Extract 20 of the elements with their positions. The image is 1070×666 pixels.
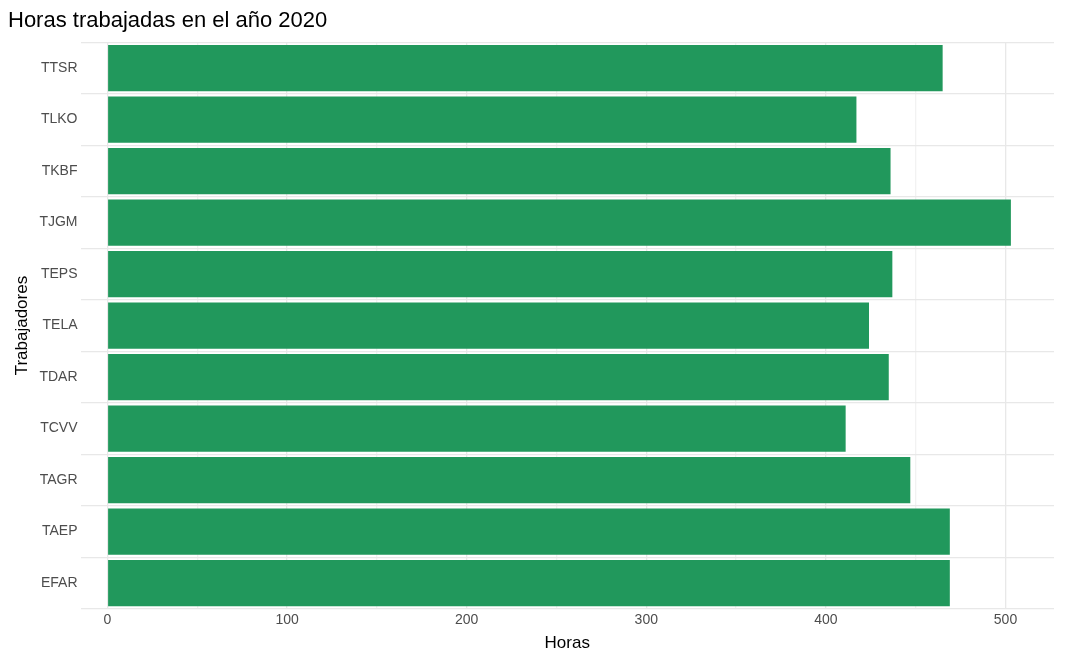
y-tick-label: TTSR	[40, 59, 78, 75]
x-tick-label: 500	[993, 611, 1018, 628]
y-tick-label: TJGM	[39, 213, 78, 230]
y-tick-label: TKBF	[41, 161, 78, 178]
x-tick-label: 100	[275, 611, 299, 628]
y-axis-title: Trabajadores	[11, 275, 31, 376]
y-tick-label: TDAR	[39, 367, 78, 384]
y-tick-label: TCVV	[40, 419, 79, 436]
y-tick-label: TLKO	[40, 110, 78, 127]
x-tick-label: 200	[454, 611, 479, 628]
y-tick-label: TAGR	[39, 470, 78, 487]
x-axis-title: Horas	[544, 633, 590, 653]
x-tick-label: 300	[634, 611, 659, 628]
y-tick-label: TEPS	[40, 264, 78, 281]
chart-title: Horas trabajadas en el año 2020	[8, 7, 328, 33]
y-tick-label: TELA	[42, 316, 79, 333]
y-tick-label: TAEP	[41, 522, 78, 539]
x-tick-label: 0	[103, 611, 112, 628]
x-tick-label: 400	[814, 611, 838, 628]
y-tick-label: EFAR	[40, 573, 78, 590]
